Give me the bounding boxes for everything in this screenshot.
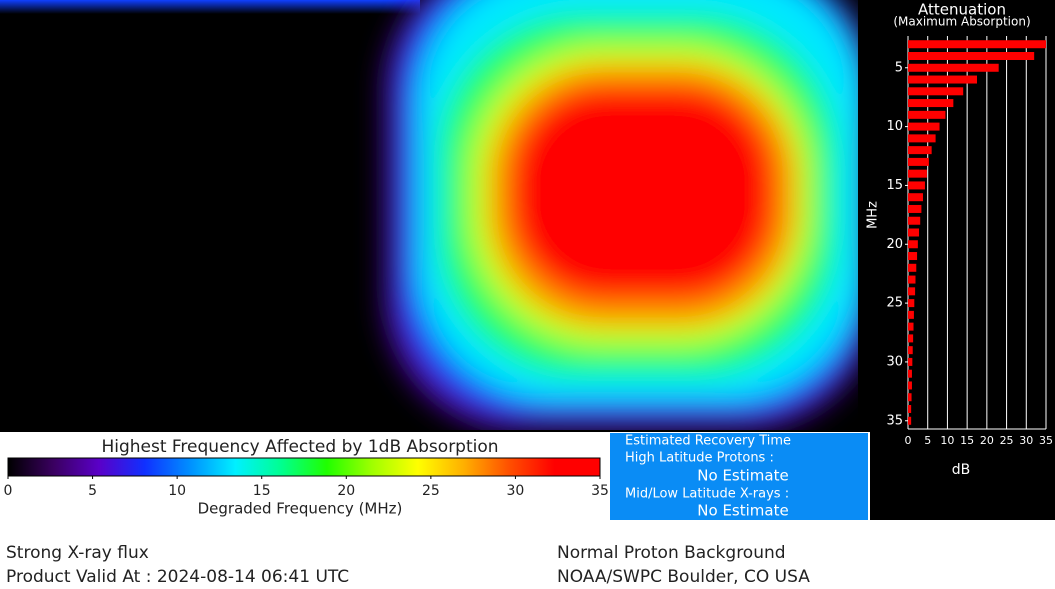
y-tick-label: 10 <box>886 119 903 134</box>
x-tick-label: 15 <box>253 483 271 499</box>
bar <box>908 310 914 319</box>
colorbar-title: Highest Frequency Affected by 1dB Absorp… <box>101 437 498 457</box>
bar <box>908 346 913 355</box>
bar <box>908 52 1035 61</box>
recovery-value: No Estimate <box>697 502 788 520</box>
bar <box>908 63 999 72</box>
attenuation-background <box>870 0 1055 520</box>
bar <box>908 287 916 296</box>
x-tick-label: 15 <box>960 434 974 447</box>
x-tick-label: 25 <box>422 483 440 499</box>
bar <box>908 299 915 308</box>
x-tick-label: 30 <box>507 483 525 499</box>
bar <box>908 204 922 213</box>
x-axis-label: dB <box>952 462 971 478</box>
x-tick-label: 0 <box>905 434 912 447</box>
map-glow <box>510 85 775 300</box>
bar <box>908 99 954 108</box>
recovery-label: Mid/Low Latitude X-rays : <box>625 487 789 502</box>
recovery-title: Estimated Recovery Time <box>625 434 791 449</box>
x-tick-label: 35 <box>591 483 609 499</box>
y-tick-label: 20 <box>886 237 903 252</box>
bar <box>908 381 912 390</box>
bar <box>908 157 929 166</box>
bar <box>908 122 940 131</box>
bar <box>908 404 912 413</box>
bar <box>908 75 977 84</box>
bar <box>908 240 918 249</box>
x-tick-label: 10 <box>940 434 954 447</box>
bar <box>908 263 917 272</box>
bar <box>908 146 932 155</box>
footer-text: Normal Proton Background <box>557 543 786 563</box>
colorbar <box>7 457 601 477</box>
y-axis-label: MHz <box>866 201 881 229</box>
footer-text: Strong X-ray flux <box>6 543 149 563</box>
bar <box>908 228 920 237</box>
footer-text: Product Valid At : 2024-08-14 06:41 UTC <box>6 567 349 587</box>
footer-text: NOAA/SWPC Boulder, CO USA <box>557 567 810 587</box>
x-tick-label: 20 <box>337 483 355 499</box>
bar <box>908 134 936 143</box>
y-tick-label: 25 <box>886 296 903 311</box>
bar <box>908 357 913 366</box>
x-tick-label: 30 <box>1019 434 1033 447</box>
x-tick-label: 35 <box>1039 434 1053 447</box>
bar <box>908 181 925 190</box>
bar <box>908 334 914 343</box>
y-tick-label: 30 <box>886 354 903 369</box>
bar <box>908 322 914 331</box>
bar <box>908 369 912 378</box>
x-tick-label: 20 <box>980 434 994 447</box>
x-tick-label: 5 <box>924 434 931 447</box>
y-tick-label: 35 <box>886 413 903 428</box>
chart-subtitle: (Maximum Absorption) <box>893 15 1030 29</box>
bar <box>908 275 916 284</box>
x-tick-label: 10 <box>168 483 186 499</box>
recovery-label: High Latitude Protons : <box>625 451 774 466</box>
bar <box>908 40 1046 49</box>
bar <box>908 87 964 96</box>
bar <box>908 393 912 402</box>
y-tick-label: 15 <box>886 178 903 193</box>
bar <box>908 193 923 202</box>
map-edge <box>0 0 420 14</box>
x-tick-label: 0 <box>4 483 13 499</box>
bar <box>908 252 918 261</box>
recovery-value: No Estimate <box>697 467 788 485</box>
x-tick-label: 25 <box>1000 434 1014 447</box>
bar <box>908 169 927 178</box>
x-tick-label: 5 <box>88 483 97 499</box>
recovery-box <box>610 433 868 520</box>
bar <box>908 216 921 225</box>
bar <box>908 416 912 425</box>
y-tick-label: 5 <box>895 60 903 75</box>
bar <box>908 110 946 119</box>
x-axis-label: Degraded Frequency (MHz) <box>198 500 403 518</box>
absorption-map <box>0 0 858 430</box>
chart-title: Attenuation <box>918 1 1006 19</box>
